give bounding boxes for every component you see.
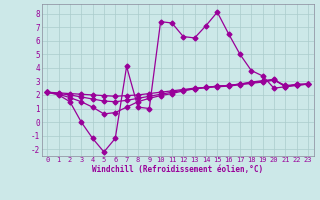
X-axis label: Windchill (Refroidissement éolien,°C): Windchill (Refroidissement éolien,°C) (92, 165, 263, 174)
